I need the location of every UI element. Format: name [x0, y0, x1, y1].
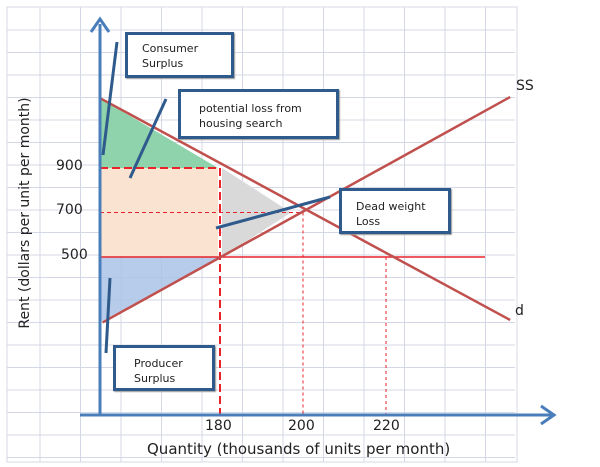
- demand-label: d: [515, 303, 524, 319]
- x-axis-arrow-icon: [540, 404, 557, 426]
- consumer-surplus-callout: Consumer Surplus: [125, 32, 234, 78]
- consumer-surplus-pointer: [101, 41, 119, 156]
- y-tick-900: 900: [56, 158, 83, 174]
- deadweight-loss-callout: Dead weight Loss: [339, 188, 451, 234]
- x-tick-220: 220: [373, 418, 400, 434]
- x-tick-200: 200: [288, 418, 315, 434]
- callout-line: Loss: [356, 215, 381, 228]
- y-axis-title: Rent (dollars per unit per month): [17, 97, 33, 329]
- callout-line: Consumer: [142, 42, 199, 55]
- callout-line: Producer: [134, 357, 183, 370]
- consumer-surplus-area: [99, 97, 218, 168]
- potential-loss-pointer: [128, 98, 168, 179]
- producer-surplus-pointer: [104, 277, 112, 354]
- y-tick-700: 700: [56, 202, 83, 218]
- potential-loss-callout: potential loss from housing search: [178, 89, 339, 139]
- x-tick-180: 180: [205, 418, 232, 434]
- y-axis-arrow-icon: [89, 16, 111, 33]
- callout-line: housing search: [199, 117, 283, 130]
- callout-line: Surplus: [142, 57, 184, 70]
- callout-line: Dead weight: [356, 200, 426, 213]
- producer-surplus-callout: Producer Surplus: [113, 345, 215, 391]
- callout-line: Surplus: [134, 372, 176, 385]
- y-tick-500: 500: [61, 247, 88, 263]
- x-axis-title: Quantity (thousands of units per month): [147, 440, 451, 458]
- grid-border: [6, 6, 518, 463]
- deadweight-loss-pointer: [215, 195, 331, 230]
- callout-line: potential loss from: [199, 102, 302, 115]
- supply-label: SS: [516, 78, 534, 94]
- demand-curve: [99, 96, 511, 322]
